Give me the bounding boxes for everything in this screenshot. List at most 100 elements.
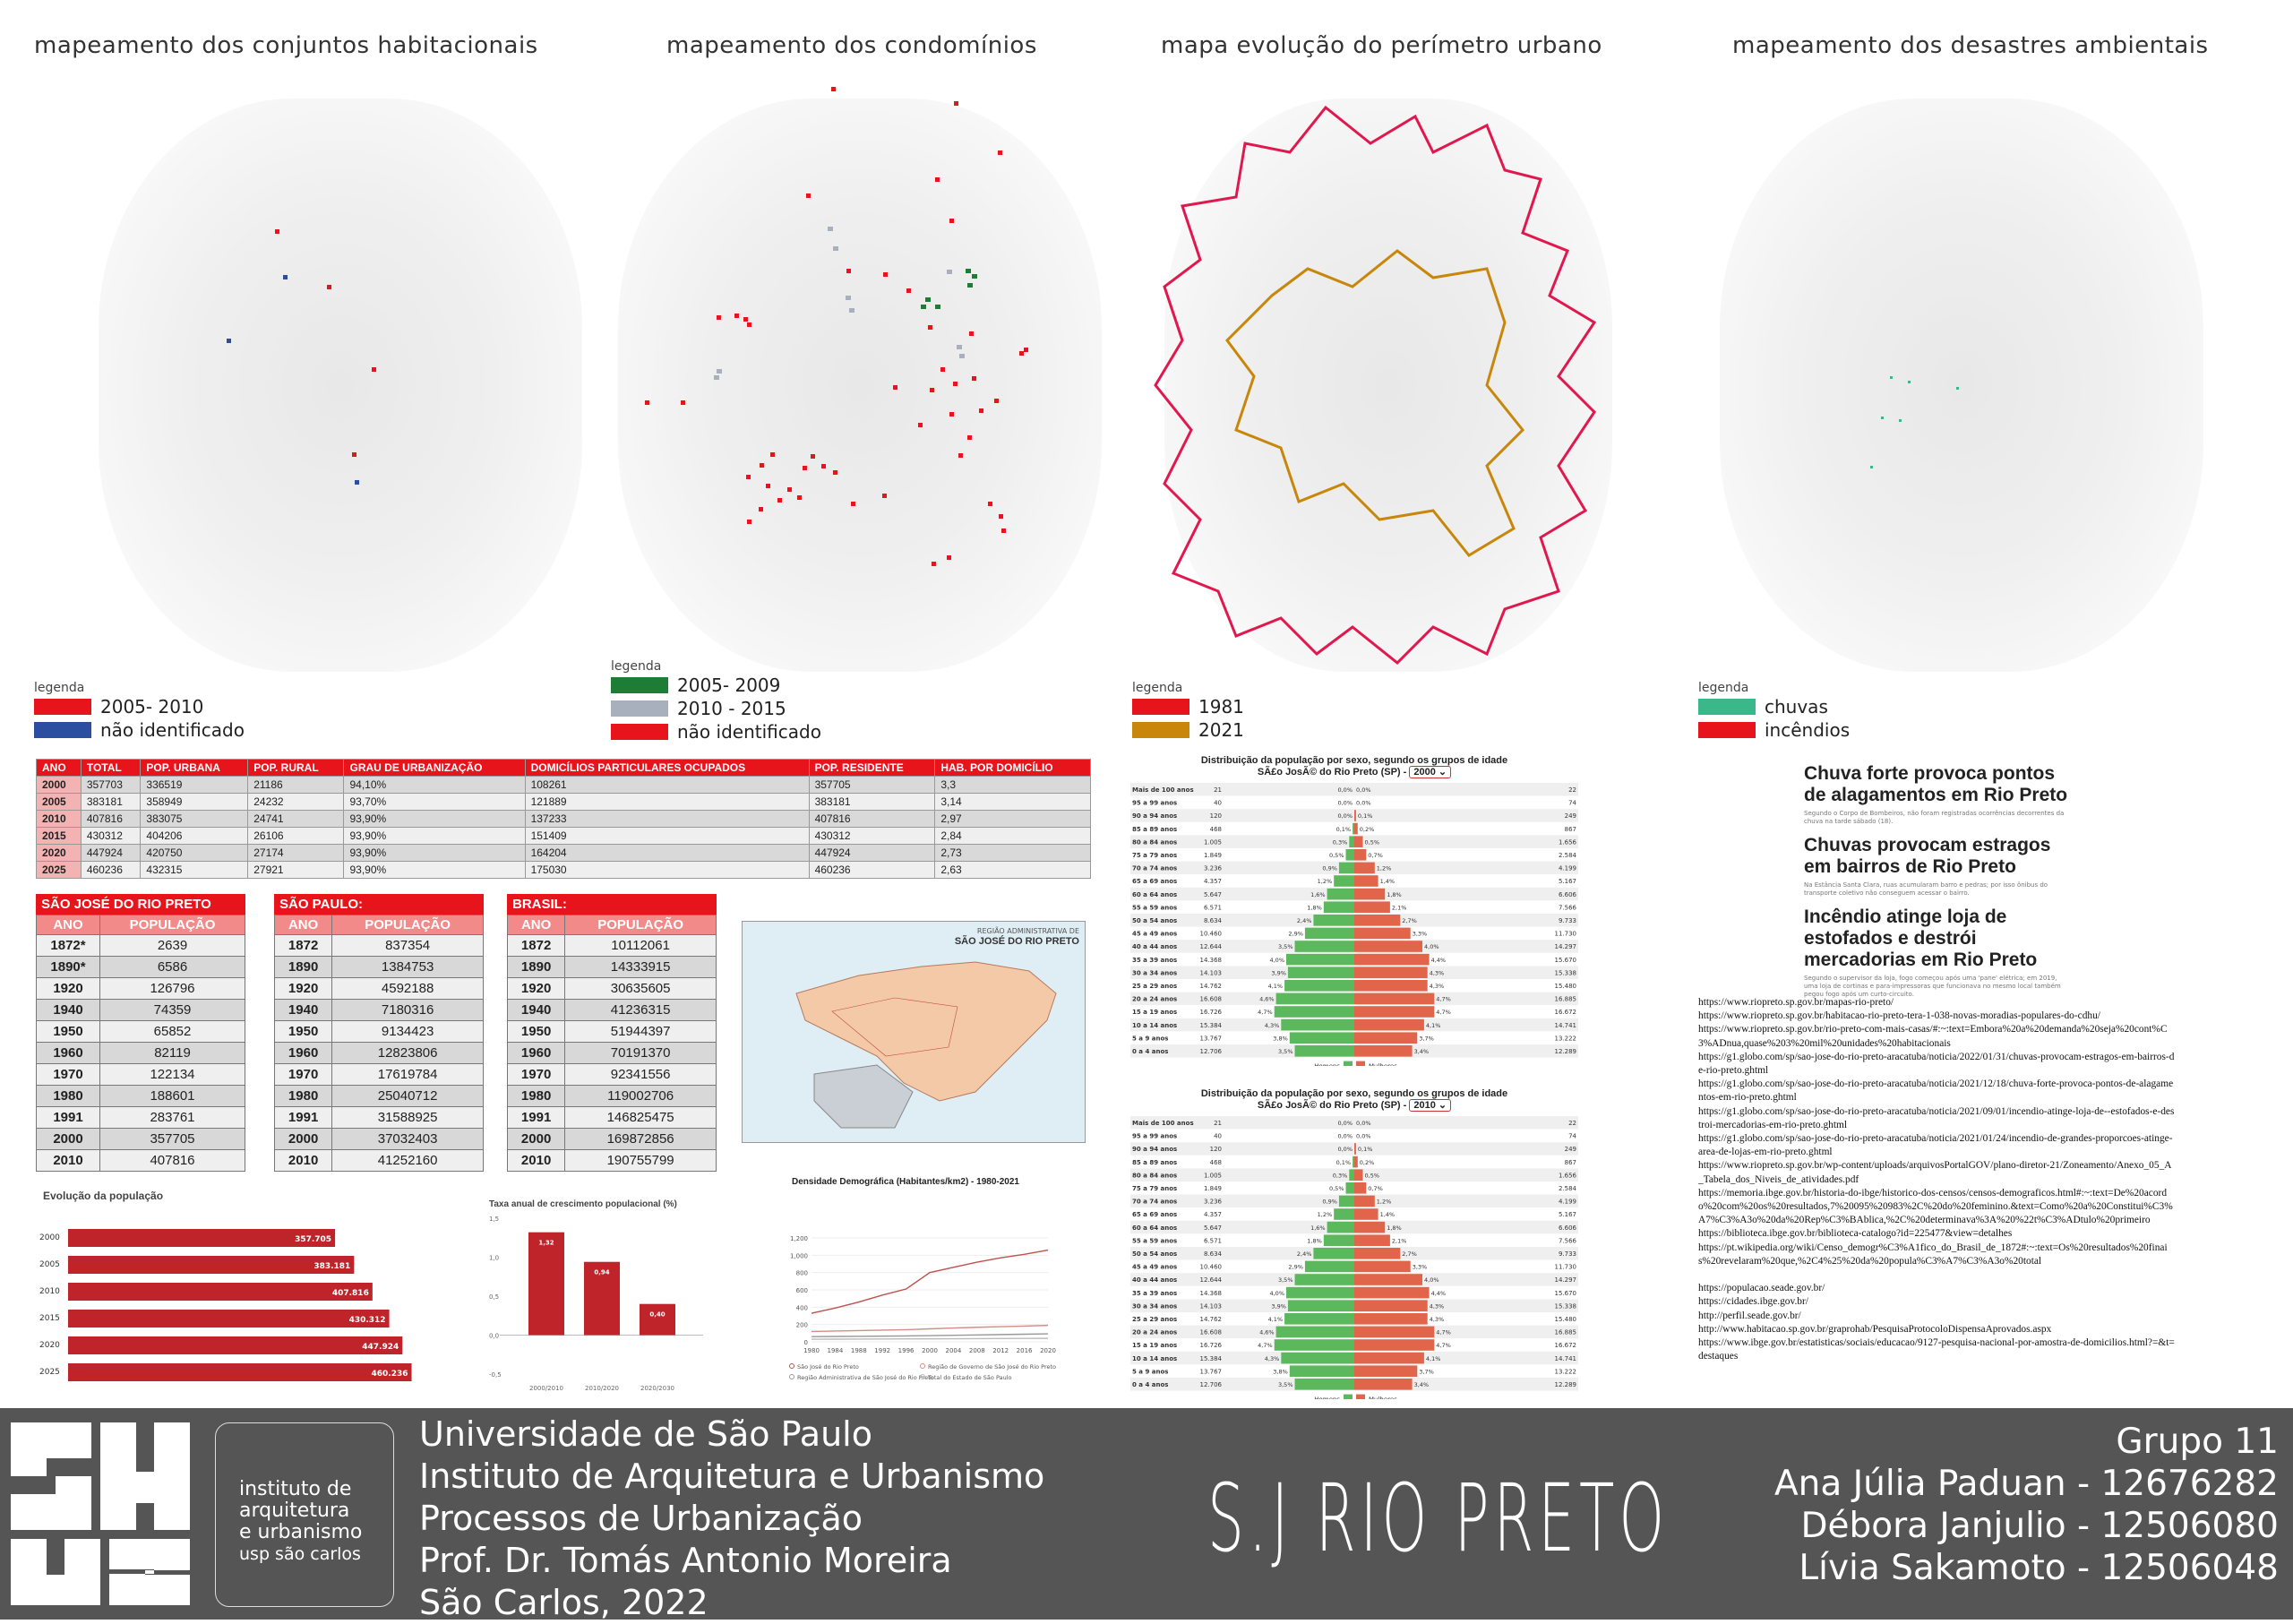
- table-cell: 169872856: [564, 1128, 717, 1150]
- pyramid-subtitle: SÃ£o JosÃ© do Rio Preto (SP) - 2010 ⌄: [1130, 1099, 1578, 1112]
- x-tick-label: 2016: [1017, 1347, 1033, 1354]
- row-band: [1130, 1116, 1578, 1130]
- bar-category-label: 2020: [39, 1341, 60, 1350]
- legend-swatch: [1698, 699, 1756, 715]
- table-cell: 119002706: [564, 1085, 717, 1107]
- logo-text: usp são carlos: [239, 1544, 361, 1564]
- table-cell: 358949: [140, 793, 249, 811]
- men-count: 40: [1214, 1133, 1222, 1140]
- table-cell: 94,10%: [343, 776, 526, 794]
- bar-value-label: 430.312: [349, 1316, 386, 1325]
- men-count: 120: [1210, 1146, 1222, 1153]
- men-count: 12.644: [1200, 1276, 1223, 1284]
- table-cell: 190755799: [564, 1149, 717, 1172]
- city-map-4: [1720, 99, 2203, 672]
- women-pct: 4,3%: [1430, 983, 1445, 990]
- men-pct: 0,1%: [1336, 1159, 1352, 1166]
- men-bar: [1281, 1018, 1354, 1031]
- men-pct: 4,0%: [1269, 1290, 1284, 1297]
- map-title-desastres: mapeamento dos desastres ambientais: [1732, 32, 2209, 59]
- table-cell: 2,84: [934, 827, 1091, 845]
- men-pct: 1,2%: [1318, 878, 1333, 885]
- year-select[interactable]: 2010 ⌄: [1409, 1099, 1452, 1112]
- map-title-condominios: mapeamento dos condomínios: [666, 32, 1037, 59]
- age-label: 75 a 79 anos: [1132, 1185, 1177, 1192]
- women-pct: 0,0%: [1356, 1120, 1371, 1127]
- table-cell: 41252160: [331, 1149, 484, 1172]
- age-label: 70 a 74 anos: [1132, 1199, 1177, 1206]
- women-bar: [1354, 1234, 1390, 1246]
- references: https://www.riopreto.sp.gov.br/mapas-rio…: [1698, 997, 2175, 1362]
- men-count: 21: [1214, 1120, 1222, 1127]
- city-map-1: [99, 99, 582, 672]
- y-tick-label: 0,0: [489, 1333, 499, 1340]
- women-count: 249: [1565, 1146, 1576, 1153]
- group-line: Lívia Sakamoto - 12506048: [1799, 1548, 2279, 1588]
- women-bar: [1354, 1313, 1428, 1325]
- men-pct: 0,0%: [1337, 1146, 1353, 1153]
- population-table-sp: SÃO PAULO: ANO POPULAÇÃO 1872 837354 1890 1384…: [273, 894, 484, 1172]
- age-label: 25 a 29 anos: [1132, 1316, 1177, 1323]
- table-row: 1872 10112061: [506, 934, 717, 957]
- men-pct: 0,0%: [1337, 800, 1353, 807]
- legend-marker: [789, 1374, 794, 1379]
- table-cell: 93,90%: [343, 861, 526, 879]
- bar: [68, 1229, 336, 1247]
- table-row: 2010 41252160: [273, 1149, 484, 1172]
- table-header: ANO: [35, 915, 101, 935]
- women-pct: 4,7%: [1436, 1329, 1451, 1336]
- table-header: POPULAÇÃO: [564, 915, 717, 935]
- women-pct: 2,1%: [1392, 904, 1407, 911]
- table-cell: 14333915: [564, 956, 717, 978]
- table-cell: 383075: [140, 810, 249, 828]
- year-select[interactable]: 2000 ⌄: [1409, 766, 1452, 778]
- table-cell: 1950: [35, 1020, 101, 1043]
- bar-category-label: 2015: [39, 1314, 60, 1323]
- table-cell: 1384753: [331, 956, 484, 978]
- table-cell: 122134: [99, 1063, 245, 1086]
- table-cell: 1920: [35, 977, 101, 1000]
- women-bar: [1354, 1169, 1363, 1181]
- women-bar: [1354, 927, 1411, 940]
- men-pct: 3,9%: [1271, 1302, 1286, 1310]
- pop-table-title: SÃO PAULO:: [274, 894, 484, 915]
- women-pct: 0,7%: [1368, 852, 1383, 859]
- men-pct: 2,9%: [1288, 931, 1303, 938]
- women-bar: [1354, 1326, 1435, 1338]
- women-count: 15.670: [1555, 957, 1577, 964]
- men-pct: 0,5%: [1329, 1185, 1344, 1192]
- men-pct: 3,8%: [1273, 1368, 1288, 1375]
- men-bar: [1287, 967, 1354, 978]
- men-pct: 1,2%: [1318, 1211, 1333, 1218]
- table-row: 1970 92341556: [506, 1063, 717, 1086]
- women-bar: [1354, 941, 1422, 952]
- chart-growth-title: Taxa anual de crescimento populacional (…: [489, 1199, 677, 1209]
- legend-swatch: [34, 722, 91, 738]
- table-cell: 1960: [273, 1042, 333, 1064]
- women-count: 4.199: [1559, 1199, 1576, 1206]
- legend-label: Região de Governo de São José do Rio Pre…: [928, 1363, 1056, 1371]
- women-pct: 3,7%: [1419, 1035, 1434, 1042]
- bar-value-label: 0,94: [594, 1269, 609, 1276]
- table-cell: 30635605: [564, 977, 717, 1000]
- table-cell: 430312: [80, 827, 142, 845]
- men-count: 3.236: [1204, 865, 1223, 872]
- women-pct: 0,2%: [1360, 1159, 1375, 1166]
- women-count: 15.338: [1555, 969, 1577, 976]
- region-map-title-small: REGIÃO ADMINISTRATIVA DE: [976, 927, 1079, 935]
- legend-header: legenda: [611, 659, 662, 674]
- legend-habitacionais: legenda 2005- 2010 não identificado: [34, 681, 245, 742]
- x-tick-label: 2020: [1040, 1347, 1056, 1354]
- x-tick-label: 2000/2010: [529, 1385, 563, 1392]
- age-label: 95 a 99 anos: [1132, 1133, 1177, 1140]
- age-label: Mais de 100 anos: [1132, 1120, 1194, 1127]
- x-tick-label: 2004: [945, 1347, 961, 1354]
- table-cell: 24741: [247, 810, 345, 828]
- bar: [640, 1303, 675, 1336]
- table-row: 2010 190755799: [506, 1149, 717, 1172]
- age-label: 60 a 64 anos: [1132, 891, 1177, 898]
- women-count: 13.222: [1555, 1035, 1577, 1042]
- age-label: 40 a 44 anos: [1132, 1276, 1177, 1284]
- table-row: 2000 169872856: [506, 1128, 717, 1150]
- men-bar: [1287, 1300, 1354, 1311]
